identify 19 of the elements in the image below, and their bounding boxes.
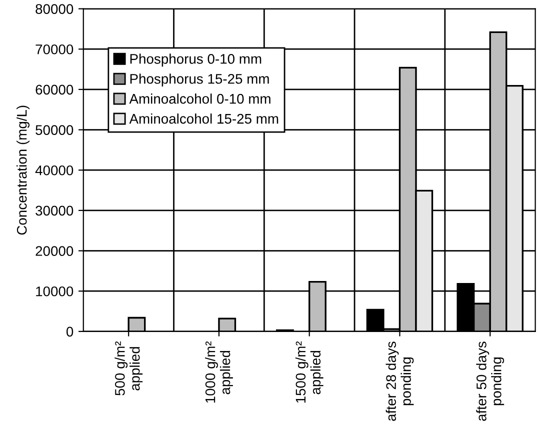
y-tick-label: 50000 [36, 125, 74, 135]
y-tick-label: 30000 [36, 206, 74, 216]
y-tick-label: 70000 [36, 44, 74, 54]
y-tick-label: 80000 [36, 4, 74, 14]
x-tick-label: 1000 g/m² applied [205, 341, 233, 403]
legend-label: Phosphorus 15-25 mm [130, 74, 269, 87]
x-tick-label: after 50 days ponding [476, 342, 504, 421]
x-tick-label: after 28 days ponding [386, 342, 414, 421]
x-tick-label: 1500 g/m² applied [295, 341, 324, 403]
y-axis-title: Concentration (mg/L) [16, 106, 30, 235]
legend-label: Phosphorus 0-10 mm [130, 54, 262, 67]
y-tick-label: 40000 [35, 165, 74, 176]
y-tick-label: 20000 [36, 246, 74, 256]
x-tick-label: 500 g/m² applied [114, 341, 143, 396]
y-tick-label: 0 [66, 326, 74, 337]
legend-label: Aminoalcohol 15-25 mm [129, 114, 278, 124]
y-tick-label: 60000 [36, 84, 74, 95]
y-tick-label: 10000 [36, 286, 74, 296]
legend-label: Aminoalcohol 0-10 mm [129, 94, 270, 104]
